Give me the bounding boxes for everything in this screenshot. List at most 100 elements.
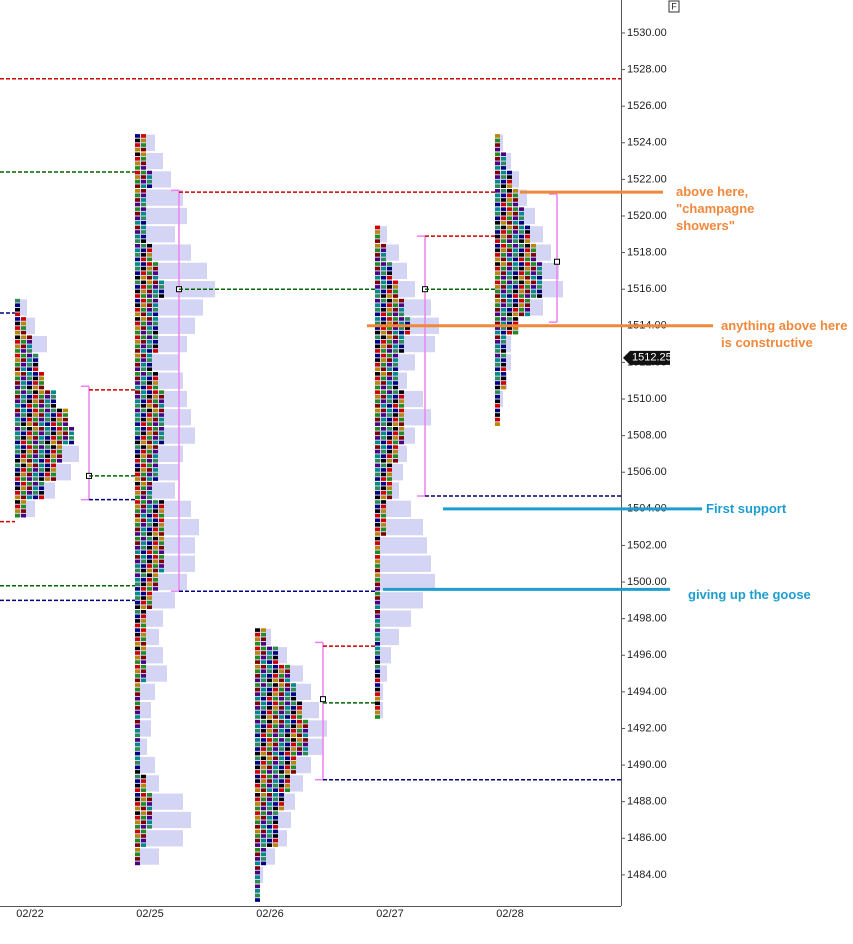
tpo-block (39, 385, 44, 390)
tpo-block (135, 440, 140, 445)
tpo-block (261, 706, 266, 710)
tpo-block (141, 344, 146, 349)
tpo-block (141, 628, 146, 632)
tpo-block (15, 340, 20, 344)
tpo-block (507, 216, 512, 221)
tpo-block (39, 390, 44, 394)
tpo-block (141, 536, 146, 541)
tpo-block (381, 294, 386, 298)
tpo-block (27, 353, 32, 358)
tpo-block (375, 340, 380, 344)
tpo-block (405, 321, 410, 326)
tpo-block (291, 751, 296, 756)
tpo-block (279, 783, 284, 788)
tpo-block (147, 385, 152, 390)
tpo-block (525, 271, 530, 275)
tpo-block (387, 440, 392, 445)
tpo-block (135, 399, 140, 404)
tpo-row (495, 298, 530, 317)
tpo-block (45, 426, 50, 431)
tpo-block (381, 477, 386, 481)
tpo-block (393, 298, 398, 303)
tpo-block (375, 527, 380, 532)
tpo-block (495, 175, 500, 179)
tpo-block (495, 376, 500, 381)
tpo-block (135, 298, 140, 303)
tpo-block (159, 536, 164, 541)
tpo-block (375, 230, 380, 234)
tpo-block (513, 211, 518, 216)
tpo-block (153, 509, 158, 513)
tpo-block (135, 573, 140, 577)
tpo-block (513, 285, 518, 289)
tpo-block (525, 285, 530, 289)
tpo-block (69, 440, 74, 445)
tpo-block (147, 285, 152, 289)
tpo-row (495, 353, 506, 372)
tpo-block (135, 710, 140, 715)
tpo-block (141, 376, 146, 381)
tpo-row (135, 811, 152, 829)
tpo-block (279, 765, 284, 770)
tpo-block (135, 408, 140, 413)
tpo-block (267, 834, 272, 838)
tpo-block (153, 573, 158, 577)
tpo-block (135, 861, 140, 866)
tpo-block (141, 678, 146, 683)
tpo-block (15, 326, 20, 330)
tpo-block (261, 664, 266, 669)
volume-bar (135, 482, 175, 499)
tpo-block (147, 536, 152, 541)
tpo-block (147, 262, 152, 266)
tpo-block (273, 719, 278, 724)
tpo-block (153, 559, 158, 564)
tpo-block (285, 774, 290, 779)
y-tick-label: 1492.00 (627, 722, 667, 734)
tpo-block (261, 632, 266, 637)
tpo-block (267, 747, 272, 751)
tpo-block (147, 545, 152, 550)
tpo-block (135, 294, 140, 298)
tpo-block (141, 413, 146, 417)
tpo-block (33, 385, 38, 390)
tpo-block (135, 820, 140, 825)
tpo-block (255, 760, 260, 765)
tpo-row (135, 774, 146, 793)
tpo-block (135, 367, 140, 372)
tpo-block (375, 239, 380, 243)
tpo-block (159, 440, 164, 445)
tpo-block (405, 317, 410, 321)
tpo-block (507, 243, 512, 248)
tpo-row (375, 573, 380, 591)
tpo-block (261, 678, 266, 683)
tpo-block (141, 504, 146, 509)
tpo-block (147, 353, 152, 358)
tpo-block (381, 472, 386, 477)
tpo-block (297, 751, 302, 756)
tpo-row (375, 664, 380, 683)
tpo-block (279, 751, 284, 756)
tpo-block (15, 335, 20, 340)
tpo-block (69, 431, 74, 436)
tpo-block (147, 568, 152, 573)
tpo-block (33, 381, 38, 385)
tpo-block (147, 440, 152, 445)
tpo-block (51, 422, 56, 426)
tpo-block (261, 669, 266, 674)
tpo-block (141, 646, 146, 651)
tpo-block (15, 404, 20, 408)
tpo-block (135, 701, 140, 706)
tpo-block (261, 692, 266, 696)
tpo-block (387, 266, 392, 271)
volume-bar (375, 537, 427, 554)
volume-bar (375, 518, 423, 536)
tpo-block (375, 477, 380, 481)
tpo-row (135, 701, 140, 719)
tpo-block (51, 417, 56, 422)
tpo-row (15, 408, 68, 426)
tpo-block (537, 280, 542, 285)
tpo-row (135, 408, 164, 426)
tpo-block (159, 436, 164, 440)
tpo-row (375, 683, 380, 701)
tpo-block (297, 747, 302, 751)
